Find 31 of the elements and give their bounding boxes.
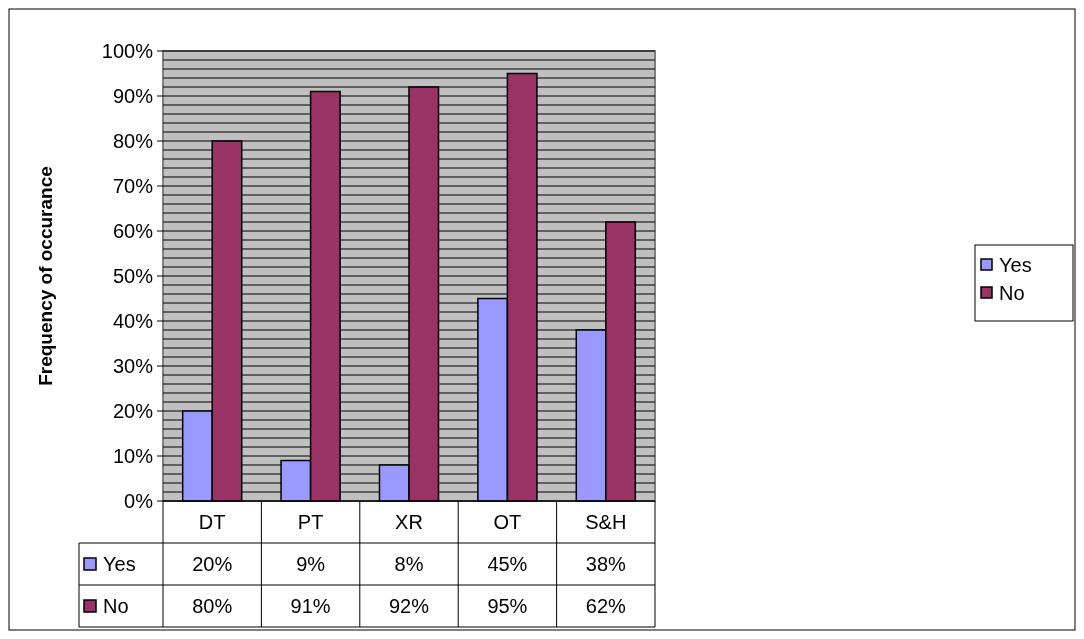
text: No — [999, 282, 1025, 304]
data-label: 92% — [388, 595, 430, 617]
x-tick-label: PT — [297, 511, 324, 533]
data-label: 8% — [394, 553, 424, 575]
x-tick-label: S&H — [585, 511, 627, 533]
y-tick-label: 70% — [112, 175, 154, 197]
legend-label: No — [103, 595, 129, 617]
y-tick-label: 100% — [101, 40, 154, 62]
data-label: 45% — [487, 553, 528, 575]
y-tick-label: 90% — [112, 85, 154, 107]
y-tick-label: 50% — [112, 265, 154, 287]
y-axis-title: Frequency of occurance — [35, 166, 56, 386]
y-tick-label: 30% — [112, 355, 154, 377]
data-label: 38% — [585, 553, 627, 575]
x-tick-label: XR — [395, 511, 423, 533]
data-label: 20% — [192, 553, 233, 575]
legend-label: Yes — [103, 553, 136, 575]
data-label: 91% — [290, 595, 331, 617]
x-tick-label: DT — [198, 511, 226, 533]
y-tick-label: 10% — [112, 445, 154, 467]
text: Yes — [999, 254, 1032, 276]
y-tick-label: 0% — [124, 490, 154, 512]
y-tick-label: 40% — [112, 310, 154, 332]
x-tick-label: OT — [493, 511, 522, 533]
data-label: 80% — [192, 595, 233, 617]
y-tick-label: 20% — [112, 400, 154, 422]
y-tick-label: 80% — [112, 130, 154, 152]
y-tick-label: 60% — [112, 220, 154, 242]
data-label: 95% — [487, 595, 528, 617]
data-label: 9% — [296, 553, 326, 575]
data-label: 62% — [585, 595, 627, 617]
